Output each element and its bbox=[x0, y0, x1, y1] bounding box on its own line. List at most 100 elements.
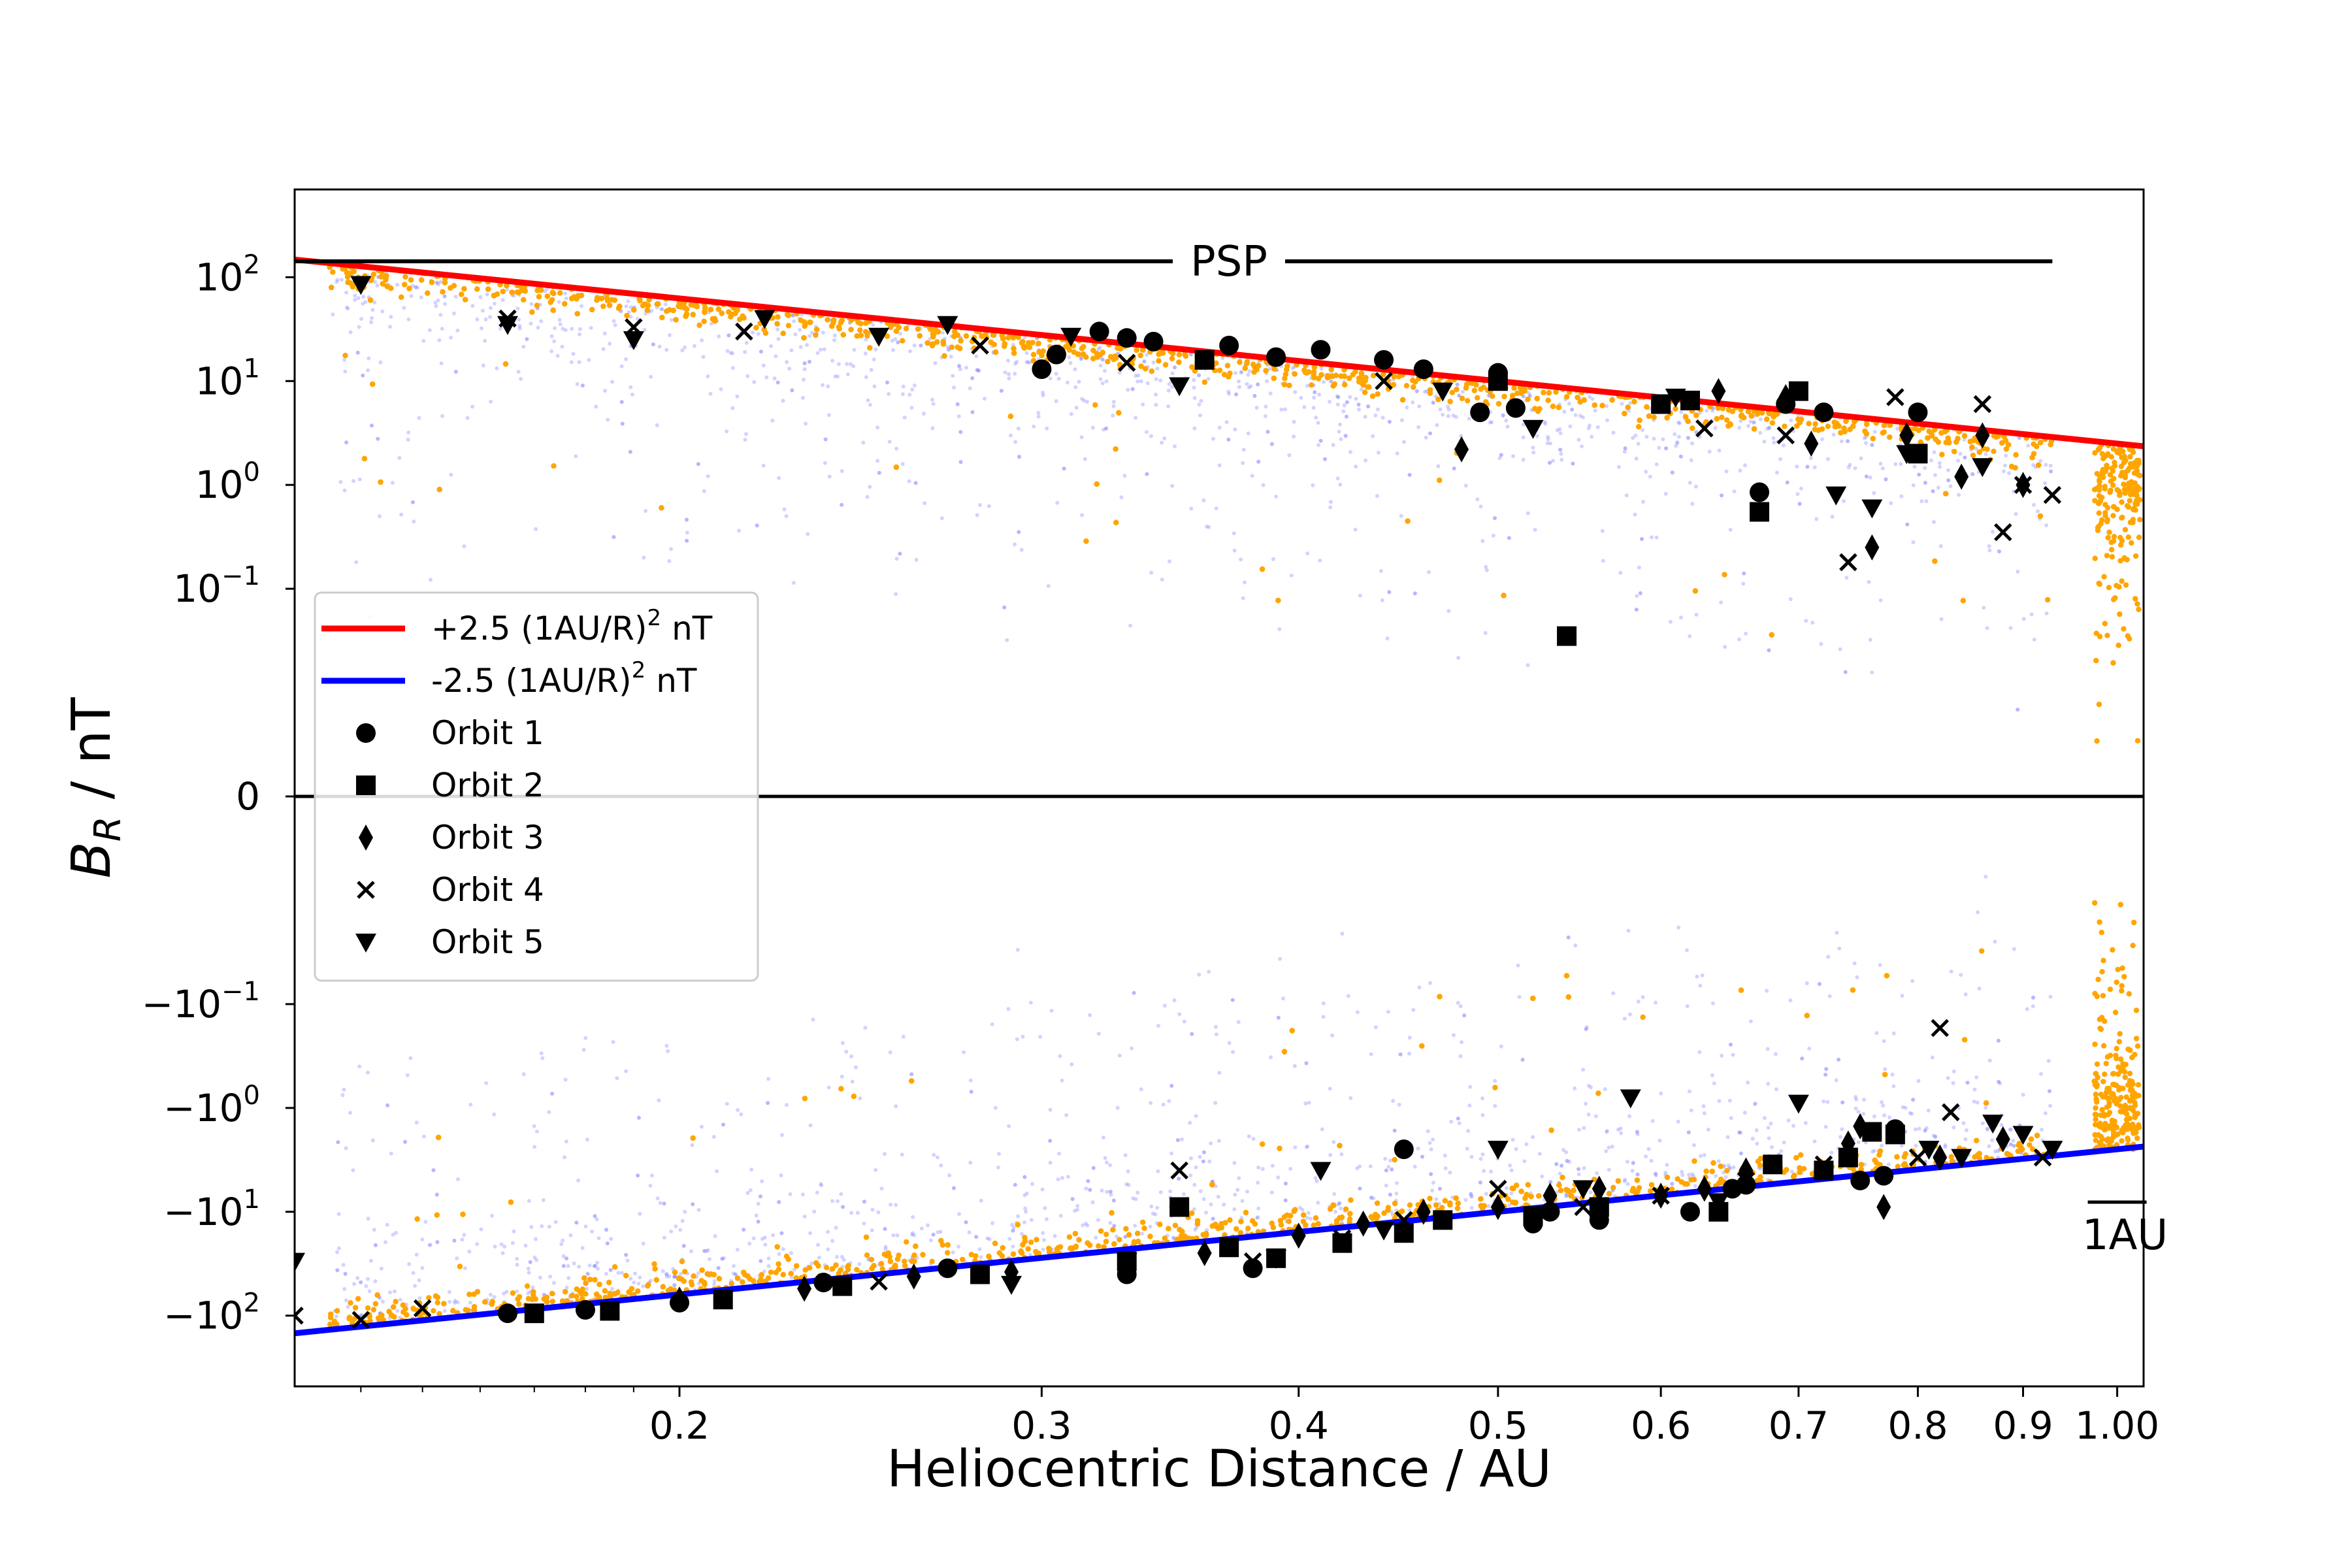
data-dot bbox=[532, 1145, 537, 1149]
data-dot bbox=[1199, 399, 1203, 403]
data-dot bbox=[420, 1237, 425, 1242]
data-dot bbox=[1237, 359, 1243, 365]
data-dot bbox=[1605, 418, 1609, 423]
data-dot bbox=[1015, 1222, 1021, 1228]
data-dot bbox=[426, 1295, 432, 1301]
data-dot bbox=[1104, 379, 1109, 384]
data-dot bbox=[1917, 1126, 1921, 1131]
data-dot bbox=[1482, 1169, 1486, 1173]
data-dot bbox=[891, 348, 895, 352]
data-dot bbox=[1358, 1186, 1362, 1191]
data-dot bbox=[1214, 506, 1218, 511]
data-dot bbox=[1170, 483, 1175, 488]
data-dot bbox=[1676, 1119, 1680, 1124]
data-dot bbox=[356, 296, 361, 301]
data-dot bbox=[840, 469, 844, 473]
data-dot bbox=[1270, 1164, 1275, 1168]
data-dot bbox=[1825, 423, 1831, 429]
data-dot bbox=[1041, 393, 1045, 398]
data-dot bbox=[1452, 466, 1456, 470]
data-dot bbox=[1177, 1177, 1181, 1181]
data-dot bbox=[1392, 1128, 1397, 1133]
data-dot bbox=[1380, 372, 1386, 378]
data-dot bbox=[1891, 1084, 1896, 1088]
data-dot bbox=[1100, 357, 1105, 362]
data-dot bbox=[606, 1279, 612, 1286]
data-dot bbox=[964, 1220, 968, 1224]
data-dot bbox=[375, 284, 380, 288]
data-dot bbox=[1840, 1100, 1845, 1105]
data-dot bbox=[1075, 1203, 1080, 1208]
data-dot bbox=[952, 1186, 956, 1190]
data-dot bbox=[1558, 448, 1563, 452]
data-dot bbox=[835, 1254, 839, 1259]
data-dot bbox=[1752, 420, 1756, 425]
data-dot bbox=[1624, 493, 1629, 498]
data-dot bbox=[601, 347, 606, 351]
data-dot bbox=[1724, 469, 1729, 474]
data-dot bbox=[1151, 360, 1156, 365]
data-dot bbox=[1856, 1109, 1861, 1114]
data-dot bbox=[1661, 437, 1665, 442]
data-dot bbox=[574, 454, 578, 459]
data-dot bbox=[1304, 1061, 1309, 1066]
data-dot bbox=[1705, 408, 1709, 413]
data-dot bbox=[1872, 1149, 1876, 1153]
data-dot bbox=[2008, 626, 2013, 630]
data-dot bbox=[1390, 1213, 1395, 1217]
data-dot bbox=[1483, 399, 1489, 405]
data-dot bbox=[595, 1217, 599, 1222]
data-dot bbox=[1837, 946, 1842, 951]
data-dot bbox=[516, 370, 521, 374]
data-dot bbox=[488, 306, 493, 310]
data-dot bbox=[1358, 1164, 1362, 1169]
data-dot bbox=[1560, 457, 1564, 462]
data-dot bbox=[1546, 437, 1550, 442]
data-dot bbox=[1622, 1179, 1627, 1183]
data-dot bbox=[1081, 1223, 1085, 1228]
data-dot bbox=[1891, 1031, 1896, 1036]
data-dot bbox=[1098, 346, 1102, 350]
data-dot bbox=[600, 303, 606, 309]
data-dot bbox=[1958, 451, 1963, 456]
data-dot bbox=[706, 474, 710, 478]
data-dot bbox=[1049, 1009, 1054, 1013]
data-dot bbox=[561, 1238, 565, 1243]
data-dot bbox=[1700, 973, 1705, 977]
data-dot bbox=[381, 1299, 385, 1304]
data-dot bbox=[680, 348, 685, 353]
data-dot bbox=[581, 1047, 586, 1052]
data-dot bbox=[538, 1275, 542, 1280]
data-dot bbox=[1098, 363, 1103, 368]
data-dot bbox=[678, 1228, 683, 1232]
data-dot bbox=[1510, 393, 1516, 399]
data-dot bbox=[854, 1267, 860, 1273]
data-dot bbox=[1303, 1102, 1308, 1105]
data-dot bbox=[1670, 470, 1674, 475]
data-dot bbox=[722, 1256, 726, 1260]
data-dot bbox=[1739, 1151, 1743, 1156]
data-dot bbox=[812, 1209, 817, 1214]
data-dot bbox=[868, 402, 872, 407]
data-dot bbox=[373, 1243, 378, 1247]
data-dot bbox=[1304, 1061, 1309, 1066]
data-dot bbox=[436, 282, 440, 287]
data-dot bbox=[1413, 591, 1417, 596]
data-dot bbox=[1686, 1130, 1691, 1135]
data-dot bbox=[1910, 1111, 1914, 1116]
data-dot bbox=[2015, 1148, 2021, 1154]
data-dot bbox=[619, 400, 624, 404]
data-dot bbox=[1974, 446, 1978, 451]
data-dot bbox=[1058, 1054, 1062, 1058]
data-dot bbox=[1838, 647, 1842, 651]
data-dot bbox=[834, 1226, 838, 1230]
data-dot bbox=[502, 1291, 506, 1296]
data-dot bbox=[551, 1281, 556, 1285]
data-dot bbox=[751, 331, 755, 335]
data-dot bbox=[1584, 1102, 1588, 1106]
data-dot bbox=[1846, 465, 1851, 470]
data-dot bbox=[1172, 998, 1177, 1003]
data-dot bbox=[624, 357, 628, 361]
data-dot bbox=[1694, 484, 1698, 489]
